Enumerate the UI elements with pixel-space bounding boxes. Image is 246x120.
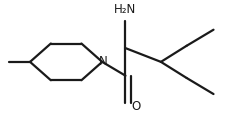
Text: N: N xyxy=(99,55,108,68)
Text: H₂N: H₂N xyxy=(114,3,137,16)
Text: O: O xyxy=(132,100,141,113)
